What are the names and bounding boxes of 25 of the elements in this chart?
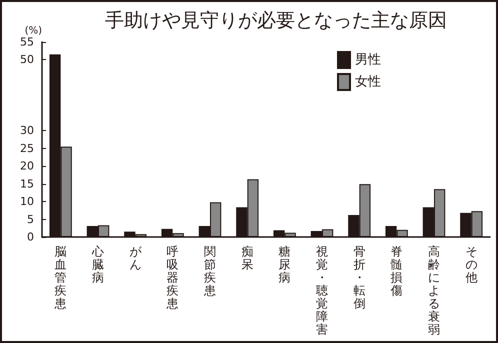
y-tick-label: 20 (20, 160, 34, 173)
x-tick-label: 脳血管疾患 (54, 244, 67, 310)
y-tick-label: 0 (27, 230, 34, 244)
x-tick-label: 関節疾患 (203, 244, 216, 298)
x-tick-label: 視覚・聴覚障害 (316, 244, 328, 336)
legend-label: 女性 (355, 74, 381, 90)
x-tick-label: 高齢による衰弱 (428, 244, 440, 336)
x-tick-label: 脊髄損傷 (390, 244, 403, 298)
x-tick-label: 呼吸器疾患 (166, 244, 179, 310)
x-tick-label: 糖尿病 (278, 244, 291, 284)
x-tick-label: 骨折・転倒 (353, 244, 366, 310)
chart-title: 手助けや見守りが必要となった主な原因 (105, 10, 447, 32)
y-tick-label: 30 (20, 124, 34, 138)
y-tick-label: 5 (27, 212, 34, 226)
x-tick-label: その他 (465, 244, 478, 284)
legend-label: 男性 (355, 52, 381, 68)
y-tick-label: 25 (20, 142, 34, 155)
x-tick-label: 痴呆 (241, 244, 254, 272)
y-tick-label: 55 (20, 36, 34, 48)
y-tick-label: 50 (20, 53, 34, 66)
y-tick-label: 15 (20, 177, 34, 190)
x-tick-label: がん (129, 244, 142, 272)
y-axis-title: (%) (24, 26, 42, 36)
x-tick-label: 心臓病 (91, 244, 104, 284)
y-tick-label: 10 (20, 195, 34, 208)
